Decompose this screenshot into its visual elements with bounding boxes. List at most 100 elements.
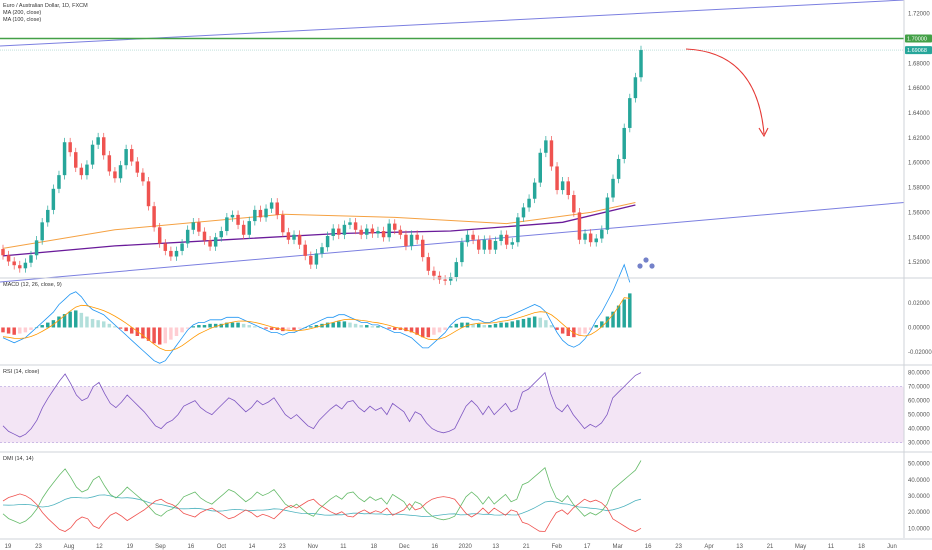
candle-body xyxy=(572,195,576,213)
candle-body xyxy=(286,232,291,240)
candle-body xyxy=(421,239,425,258)
symbol-title: Euro / Australian Dollar, 1D, FXCM xyxy=(3,3,88,9)
macd-histogram-bar xyxy=(107,323,112,328)
macd-histogram-bar xyxy=(331,322,335,328)
date-tick-label: Nov xyxy=(307,544,318,550)
candle-body xyxy=(107,155,112,172)
date-tick-label: 21 xyxy=(523,544,530,550)
signal-line xyxy=(2,297,630,351)
candle-body xyxy=(426,257,431,271)
macd-histogram-bar xyxy=(23,327,28,333)
price-tick-label: 1.64000 xyxy=(908,111,930,117)
price-badge-bg xyxy=(905,46,932,55)
candle-body xyxy=(527,198,531,208)
candle-body xyxy=(208,240,212,247)
candle-body xyxy=(488,239,492,250)
macd-histogram-bar xyxy=(286,327,291,330)
macd-histogram-bar xyxy=(51,320,56,328)
dmi-tick-label: 20.0000 xyxy=(908,510,930,516)
candle-body xyxy=(309,255,313,265)
candle-body xyxy=(46,209,50,223)
date-tick-label: 17 xyxy=(584,544,591,550)
candle-body xyxy=(40,222,44,241)
candle-body xyxy=(549,140,554,167)
candle-body xyxy=(113,171,117,179)
candle-body xyxy=(18,265,22,269)
price-badge-label: 1.70000 xyxy=(907,37,927,43)
candle-body xyxy=(247,221,251,235)
macd-histogram-bar xyxy=(213,323,218,328)
macd-histogram-bar xyxy=(185,327,190,329)
event-icon xyxy=(649,263,655,269)
macd-histogram-bar xyxy=(118,327,123,329)
date-tick-label: 23 xyxy=(35,544,42,550)
macd-histogram-bar xyxy=(292,327,296,330)
macd-histogram-bar xyxy=(74,310,78,328)
dmi-tick-label: 40.0000 xyxy=(908,478,930,484)
rsi-tick-label: 80.0000 xyxy=(908,371,930,377)
candle-body xyxy=(622,127,626,159)
macd-histogram-bar xyxy=(62,314,67,328)
macd-histogram-bar xyxy=(113,326,117,328)
macd-histogram-bar xyxy=(157,327,162,345)
macd-histogram-bar xyxy=(555,327,559,330)
macd-histogram-bar xyxy=(504,322,509,328)
date-tick-label: 12 xyxy=(96,544,103,550)
candle-body xyxy=(225,217,229,232)
macd-histogram-bar xyxy=(124,327,128,332)
candle-body xyxy=(202,231,207,241)
macd-histogram-bar xyxy=(387,327,391,329)
candle-body xyxy=(124,149,128,166)
candle-body xyxy=(365,228,369,235)
candle-body xyxy=(415,234,419,240)
candle-body xyxy=(68,142,72,153)
date-tick-label: Apr xyxy=(704,544,713,550)
candle-body xyxy=(331,228,335,237)
candle-body xyxy=(219,231,223,238)
macd-histogram-bar xyxy=(544,320,548,328)
candle-body xyxy=(236,214,240,225)
macd-histogram-bar xyxy=(566,327,570,336)
candle-body xyxy=(118,165,123,179)
dmi-pane xyxy=(2,460,642,532)
candle-body xyxy=(292,234,296,240)
macd-histogram-bar xyxy=(230,322,235,328)
candle-body xyxy=(23,262,28,269)
candle-body xyxy=(628,98,632,128)
candle-body xyxy=(510,242,515,245)
candle-body xyxy=(325,236,330,248)
macd-histogram-bar xyxy=(443,327,447,330)
candle-body xyxy=(320,247,324,254)
ma200-line xyxy=(2,204,636,257)
candle-body xyxy=(314,253,319,265)
candle-body xyxy=(583,233,587,240)
candle-body xyxy=(275,202,279,215)
candle-body xyxy=(191,222,196,230)
candle-body xyxy=(258,209,263,218)
price-tick-label: 1.68000 xyxy=(908,61,930,67)
candle-body xyxy=(269,202,274,209)
candle-body xyxy=(588,233,593,243)
macd-histogram-bar xyxy=(588,327,593,330)
candle-body xyxy=(174,250,179,257)
date-tick-label: 16 xyxy=(431,544,438,550)
date-tick-label: 13 xyxy=(492,544,499,550)
candle-body xyxy=(560,181,565,191)
macd-histogram-bar xyxy=(365,325,369,328)
ma100-legend: MA (100, close) xyxy=(3,17,41,23)
macd-histogram-bar xyxy=(353,323,358,328)
date-tick-label: Aug xyxy=(64,544,75,550)
date-tick-label: Feb xyxy=(552,544,563,550)
macd-histogram-bar xyxy=(129,327,134,334)
macd-histogram-bar xyxy=(174,327,179,336)
candle-body xyxy=(465,234,470,243)
macd-histogram-bar xyxy=(594,325,598,328)
date-tick-label: 18 xyxy=(858,544,865,550)
macd-histogram-bar xyxy=(12,327,16,335)
macd-histogram-bar xyxy=(163,327,168,344)
macd-histogram-bar xyxy=(152,327,156,344)
macd-histogram-bar xyxy=(29,327,33,330)
candle-body xyxy=(504,234,509,245)
macd-histogram-bar xyxy=(448,326,453,328)
